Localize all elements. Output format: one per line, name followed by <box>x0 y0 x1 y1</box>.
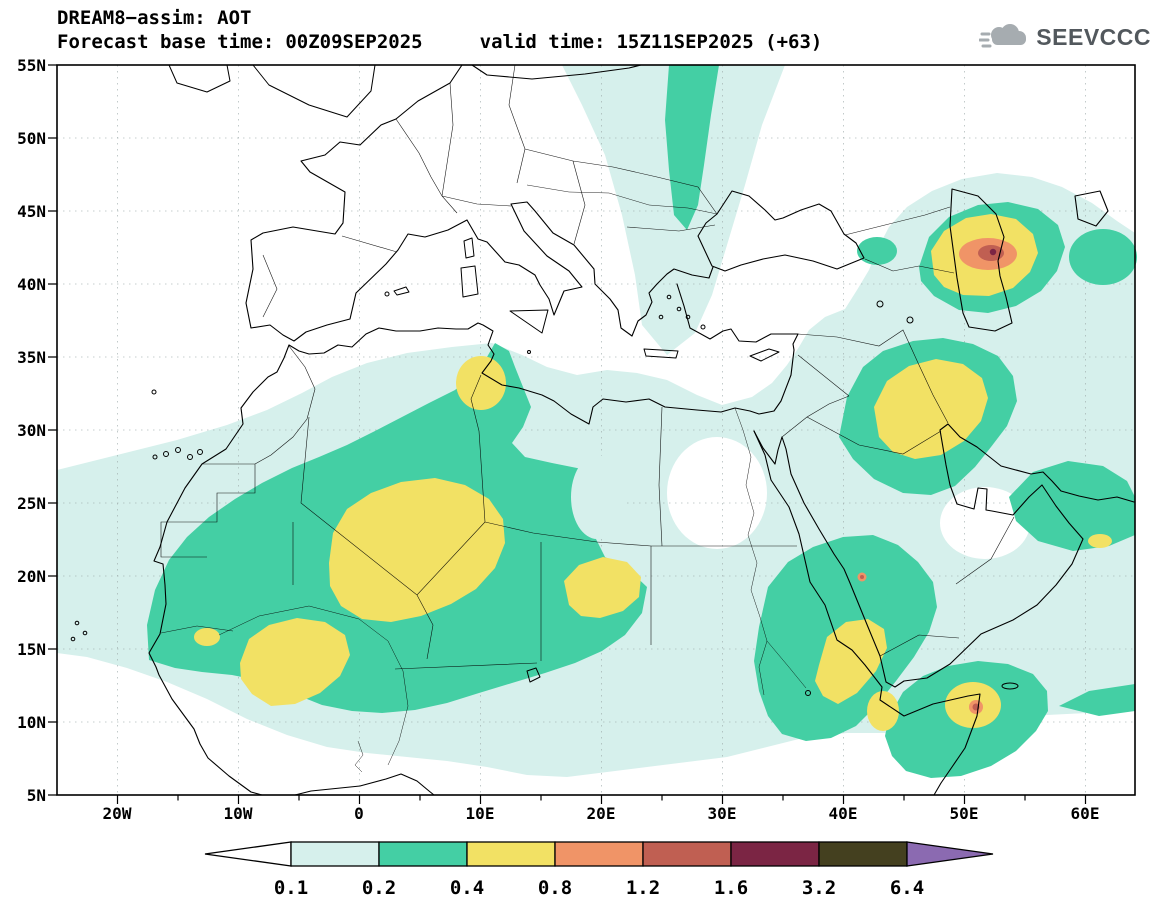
lat-tick-label: 35N <box>17 348 46 367</box>
colorbar-seg-0.2-0.4 <box>378 841 468 867</box>
lon-tick-label: 20E <box>586 804 616 823</box>
forecast-base-value: 00Z09SEP2025 <box>285 31 423 53</box>
lon-tick-label: 50E <box>949 804 979 823</box>
colorbar-label: 1.2 <box>626 877 660 899</box>
colorbar-label: 0.8 <box>538 877 572 899</box>
colorbar-seg-1.2-1.6 <box>642 841 732 867</box>
lat-tick-label: 20N <box>17 567 46 586</box>
contour-white-gaps <box>667 437 1030 559</box>
colorbar-seg-0.8-1.2 <box>554 841 644 867</box>
logo-text: SEEVCCC <box>1036 23 1151 50</box>
valid-time-value: 15Z11SEP2025 (+63) <box>616 31 823 53</box>
rivers <box>160 184 807 773</box>
lat-tick-label: 45N <box>17 202 46 221</box>
lat-tick-label: 10N <box>17 713 46 732</box>
colorbar-label: 0.1 <box>274 877 308 899</box>
plot-title: DREAM8−assim: AOT <box>57 7 252 29</box>
coastlines <box>148 64 1135 796</box>
colorbar-seg-0.1-0.2 <box>290 841 380 867</box>
lon-tick-label: 60E <box>1070 804 1100 823</box>
country-borders <box>160 64 1015 670</box>
colorbar-label: 0.4 <box>450 877 484 899</box>
lat-tick-label: 50N <box>17 129 46 148</box>
contour-fill-hotspots <box>857 238 1017 714</box>
lat-tick-label: 30N <box>17 421 46 440</box>
map-frame <box>56 64 1136 796</box>
aot-contour-map <box>48 64 1137 804</box>
lon-tick-label: 20W <box>102 804 132 823</box>
plot-subtitle: Forecast base time: 00Z09SEP2025 valid tim… <box>57 31 822 53</box>
colorbar-arrow-low <box>204 841 292 867</box>
lat-tick-label: 15N <box>17 640 46 659</box>
lat-tick-label: 40N <box>17 275 46 294</box>
colorbar-label: 0.2 <box>362 877 396 899</box>
seevccc-logo: SEEVCCC <box>979 20 1151 54</box>
lon-tick-label: 10E <box>465 804 495 823</box>
colorbar-label: 6.4 <box>890 877 924 899</box>
lon-tick-label: 30E <box>707 804 737 823</box>
lon-tick-label: 0 <box>354 804 364 823</box>
axis-ticks <box>48 64 1087 804</box>
colorbar-label: 3.2 <box>802 877 836 899</box>
valid-time-label: valid time: <box>479 31 606 53</box>
lon-tick-label: 10W <box>223 804 253 823</box>
colorbar-seg-0.4-0.8 <box>466 841 556 867</box>
lat-tick-label: 55N <box>17 56 46 75</box>
colorbar-seg-3.2-6.4 <box>818 841 908 867</box>
colorbar-seg-1.6-3.2 <box>730 841 820 867</box>
lat-tick-label: 5N <box>26 786 46 805</box>
lat-tick-label: 25N <box>17 494 46 513</box>
cloud-icon <box>979 24 1027 48</box>
lon-tick-label: 40E <box>828 804 858 823</box>
colorbar-arrow-high <box>906 841 994 867</box>
contour-cyan-notch <box>571 455 623 539</box>
colorbar: 0.1 0.2 0.4 0.8 1.2 1.6 3.2 6.4 <box>204 841 994 899</box>
forecast-base-label: Forecast base time: <box>57 31 275 53</box>
colorbar-label: 1.6 <box>714 877 748 899</box>
